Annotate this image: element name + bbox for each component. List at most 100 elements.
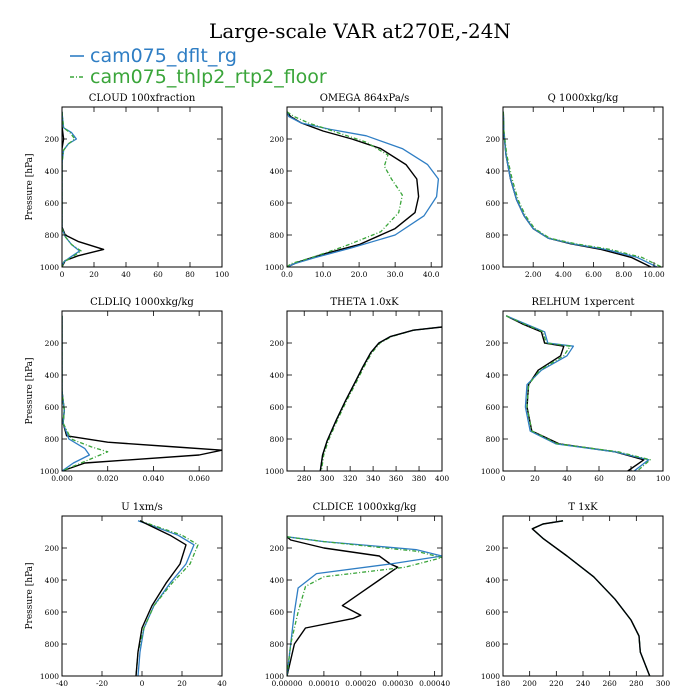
- panel-title: U 1xm/s: [121, 502, 163, 513]
- y-tick-label: 600: [486, 199, 501, 208]
- y-tick-label: 400: [45, 167, 60, 176]
- series-line-thlp2: [505, 315, 651, 471]
- y-tick-label: 800: [270, 435, 285, 444]
- panel-title: THETA 1.0xK: [330, 297, 399, 308]
- x-tick-label: 400: [435, 474, 450, 483]
- y-tick-label: 200: [45, 135, 60, 144]
- panel-3: CLDLIQ 1000xkg/kg Pressure [hPa] 0.000 0.02…: [25, 297, 223, 483]
- panel-title: RELHUM 1xpercent: [531, 297, 634, 308]
- panel-frame: [286, 310, 443, 472]
- panel-frame: [61, 515, 223, 677]
- series-line-dflt: [287, 111, 440, 267]
- x-tick-label: 220: [549, 679, 564, 688]
- panel-title: CLOUD 100xfraction: [89, 93, 196, 104]
- series-line-dflt: [503, 111, 658, 267]
- series-line-dflt: [137, 520, 195, 676]
- y-tick-label: 600: [45, 608, 60, 617]
- x-tick-label: 100: [215, 270, 230, 279]
- series-line-thlp2: [62, 111, 82, 267]
- figure-title: Large-scale VAR at270E,-24N: [209, 19, 511, 43]
- y-tick-label: 1000: [40, 467, 59, 476]
- series-line-black: [319, 326, 442, 471]
- y-tick-label: 200: [270, 135, 285, 144]
- x-tick-label: 0.060: [188, 474, 210, 483]
- y-tick-label: 400: [270, 371, 285, 380]
- panel-6: U 1xm/s Pressure [hPa] -40 -20 0 20 40 200 400 60…: [25, 502, 227, 688]
- y-tick-label: 1000: [40, 263, 59, 272]
- y-tick-label: 200: [486, 544, 501, 553]
- series-line-dflt: [319, 326, 442, 471]
- series-line-thlp2: [135, 520, 199, 676]
- y-tick-label: 600: [486, 608, 501, 617]
- x-tick-label: 40.0: [423, 270, 440, 279]
- x-tick-label: 40: [562, 474, 572, 483]
- y-axis-label: Pressure [hPa]: [25, 562, 35, 629]
- x-tick-label: 0.00010: [308, 679, 339, 688]
- x-tick-label: 0.00040: [419, 679, 450, 688]
- x-tick-label: 280: [629, 679, 644, 688]
- legend-label-1: cam075_thlp2_rtp2_floor: [90, 66, 327, 88]
- x-tick-label: 0.00020: [345, 679, 376, 688]
- x-tick-label: 200: [523, 679, 538, 688]
- panel-0: CLOUD 100xfraction Pressure [hPa] 0 20 40 60 8…: [25, 93, 229, 279]
- x-tick-label: 260: [603, 679, 618, 688]
- x-tick-label: 10.00: [643, 270, 665, 279]
- series-line-thlp2: [62, 315, 109, 471]
- series-line-black: [287, 111, 420, 267]
- panel-frame: [502, 310, 664, 472]
- y-tick-label: 800: [486, 435, 501, 444]
- x-tick-label: 380: [412, 474, 427, 483]
- y-axis-label: Pressure [hPa]: [25, 153, 35, 220]
- x-tick-label: 20: [530, 474, 540, 483]
- panel-5: RELHUM 1xpercent 0 20 40 60 80 100 200 400 600 800…: [481, 297, 670, 483]
- y-tick-label: 200: [270, 544, 285, 553]
- legend-label-0: cam075_dflt_rg: [90, 45, 237, 67]
- series-line-dflt: [62, 111, 81, 267]
- y-tick-label: 1000: [481, 672, 500, 681]
- y-tick-label: 1000: [481, 467, 500, 476]
- x-tick-label: 10.0: [315, 270, 332, 279]
- y-tick-label: 400: [45, 371, 60, 380]
- panel-4: THETA 1.0xK 280 300 320 340 360 380 400 200 400 60…: [265, 297, 449, 483]
- y-tick-label: 800: [270, 640, 285, 649]
- panel-7: CLDICE 1000xkg/kg 0.00000 0.00010 0.00020 0.…: [265, 502, 450, 688]
- panel-1: OMEGA 864xPa/s 0.0 10.0 20.0 30.0 40.0 200 400 6…: [265, 93, 443, 279]
- series-line-thlp2: [287, 111, 403, 267]
- y-tick-label: 600: [270, 608, 285, 617]
- x-tick-label: 240: [576, 679, 591, 688]
- x-tick-label: 20: [177, 679, 187, 688]
- series-line-thlp2: [503, 111, 662, 267]
- x-tick-label: 300: [320, 474, 335, 483]
- y-tick-label: 600: [45, 403, 60, 412]
- panel-title: Q 1000xkg/kg: [548, 93, 619, 104]
- y-tick-label: 800: [270, 231, 285, 240]
- y-tick-label: 200: [270, 339, 285, 348]
- series-line-thlp2: [287, 536, 442, 676]
- x-tick-label: 340: [366, 474, 381, 483]
- x-tick-label: 6.00: [585, 270, 602, 279]
- panel-title: CLDICE 1000xkg/kg: [313, 502, 417, 513]
- x-tick-label: 20: [89, 270, 99, 279]
- y-axis-label: Pressure [hPa]: [25, 357, 35, 424]
- y-tick-label: 800: [45, 435, 60, 444]
- x-tick-label: 0.0: [281, 270, 293, 279]
- panel-frame: [502, 515, 664, 677]
- y-tick-label: 200: [486, 135, 501, 144]
- y-tick-label: 800: [45, 640, 60, 649]
- x-tick-label: 320: [343, 474, 358, 483]
- x-tick-label: 40: [217, 679, 227, 688]
- series-line-black: [135, 520, 187, 676]
- x-tick-label: 20.0: [351, 270, 368, 279]
- x-tick-label: 0.040: [143, 474, 165, 483]
- series-line-thlp2: [320, 326, 442, 471]
- x-tick-label: 0.020: [97, 474, 119, 483]
- panel-frame: [286, 106, 443, 268]
- x-tick-label: 8.00: [615, 270, 632, 279]
- series-line-black: [287, 536, 399, 676]
- y-tick-label: 1000: [265, 672, 284, 681]
- y-tick-label: 600: [270, 403, 285, 412]
- y-tick-label: 1000: [40, 672, 59, 681]
- panel-frame: [286, 515, 443, 677]
- series-line-dflt: [505, 315, 650, 471]
